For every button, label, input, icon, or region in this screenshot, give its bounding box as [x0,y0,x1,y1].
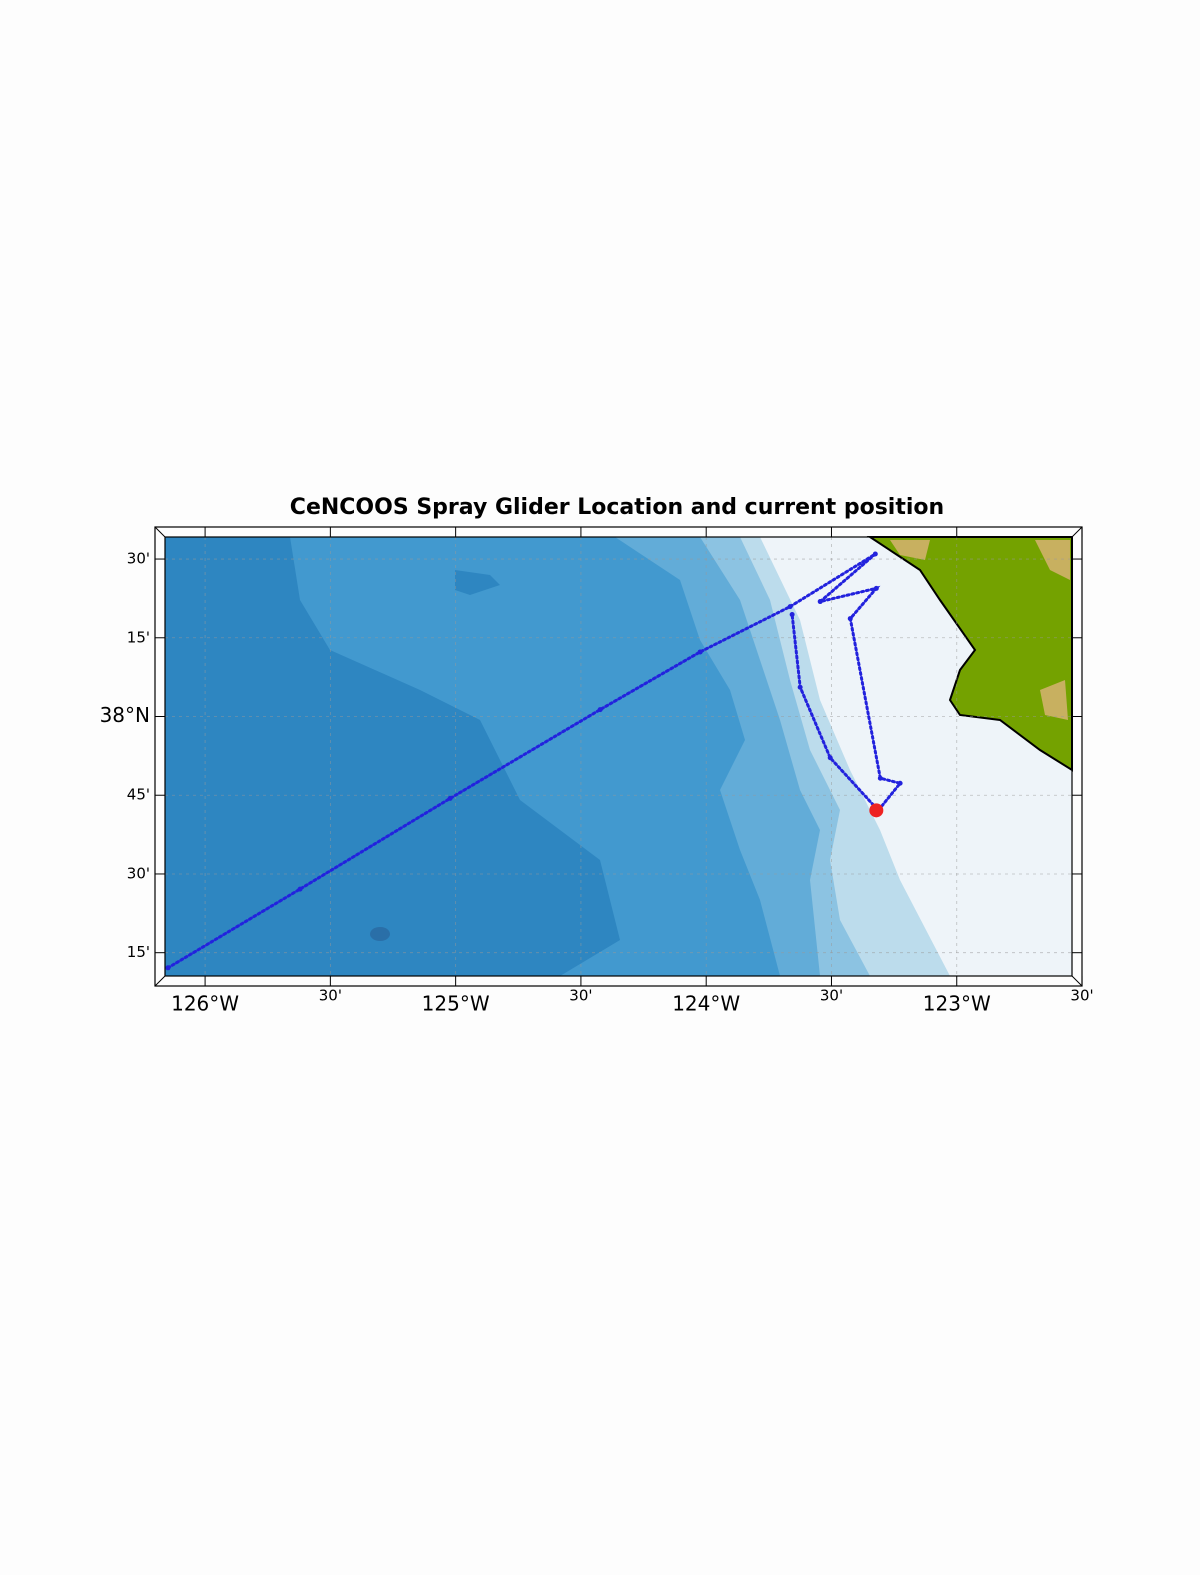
track-point [872,551,878,557]
glider-track [165,551,903,971]
track-point [877,775,883,781]
x-tick-label: 126°W [171,992,239,1016]
track-point [787,604,793,610]
bathymetry [165,537,1072,976]
highland [1040,680,1068,720]
frame [154,526,1083,987]
track-point [789,611,795,617]
frame-corner [1071,526,1083,538]
current-position [869,803,884,818]
track-point [597,707,603,713]
y-tick-label: 15' [127,628,150,646]
track-point [897,780,903,786]
y-tick-label: 30' [127,550,150,568]
frame-corner [1071,975,1083,987]
land [866,536,1073,772]
inner-frame [164,536,1073,977]
x-tick-label: 30' [319,987,342,1005]
track-line [166,552,903,970]
map-title: CeNCOOS Spray Glider Location and curren… [290,495,944,520]
x-tick-label: 30' [820,987,843,1005]
x-tick-label: 123°W [923,992,991,1016]
track-point [873,585,879,591]
x-tick-label: 125°W [422,992,490,1016]
track-point [697,649,703,655]
track-point [447,795,453,801]
track-point [297,886,303,892]
track-point [797,684,803,690]
y-tick-label: 45' [127,786,150,804]
y-tick-label: 30' [127,864,150,882]
highland [1035,540,1070,580]
track-point [847,616,853,622]
frame-corner [154,526,166,538]
highland [890,540,930,560]
track-point [165,965,171,971]
y-tick-label: 15' [127,943,150,961]
x-tick-label: 124°W [672,992,740,1016]
y-tick-label: 38°N [100,703,150,727]
frame-corner [154,975,166,987]
x-tick-label: 30' [569,987,592,1005]
ticks: 126°W 30' 125°W 30' 124°W 30' 123°W 30' 15' 30' 45… [100,527,1094,1016]
track-point [817,599,823,605]
seamount [370,927,390,941]
track-point [827,755,833,761]
depth-band [455,570,500,595]
outer-frame [154,526,1083,987]
x-tick-label: 30' [1070,987,1093,1005]
